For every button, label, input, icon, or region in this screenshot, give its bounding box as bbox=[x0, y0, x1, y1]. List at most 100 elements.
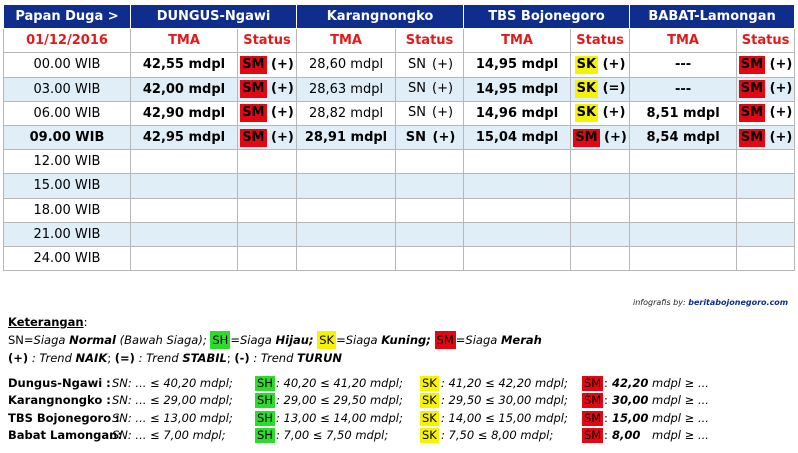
criteria-sm-sep: : bbox=[604, 393, 608, 408]
criteria-sk-code: SK bbox=[420, 376, 439, 391]
status-cell bbox=[736, 221, 796, 247]
time-cell: 21.00 WIB bbox=[3, 221, 131, 247]
table-row: 18.00 WIB bbox=[3, 197, 796, 223]
criteria-station: Babat Lamongan: bbox=[8, 427, 122, 442]
header-corner: Papan Duga > bbox=[3, 3, 131, 30]
trend: (+) bbox=[266, 129, 294, 145]
tma-cell: 8,51 mdpl bbox=[629, 100, 738, 126]
status-code: SN bbox=[407, 81, 426, 97]
time-cell: 12.00 WIB bbox=[3, 149, 131, 175]
status-cell: SM (+) bbox=[236, 76, 298, 102]
status-cell: SM (+) bbox=[736, 52, 796, 78]
criteria-sm-value: 15,00 bbox=[612, 410, 649, 425]
tma-cell bbox=[463, 173, 572, 199]
status-cell: SM (+) bbox=[570, 124, 631, 151]
status-cell: SM (+) bbox=[736, 124, 796, 151]
criteria-sk-code: SK bbox=[420, 427, 439, 443]
table-row: 24.00 WIB bbox=[3, 245, 796, 272]
criteria-sn: SN: ... ≤ 29,00 mdpl; bbox=[112, 393, 233, 408]
status-code: SM bbox=[738, 104, 766, 123]
tma-cell bbox=[463, 245, 572, 272]
status-cell: SN (+) bbox=[395, 100, 465, 126]
sm-swatch: SM bbox=[434, 331, 456, 349]
tma-cell bbox=[296, 149, 397, 175]
tma-cell: 28,63 mdpl bbox=[296, 76, 397, 102]
criteria-sm-sep: : bbox=[604, 410, 608, 425]
legend-title: Keterangan bbox=[8, 315, 84, 329]
table-row: 06.00 WIB 42,90 mdpl SM (+) 28,82 mdpl SN (+… bbox=[3, 100, 796, 126]
criteria-sk: : 14,00 ≤ 15,00 mdpl; bbox=[441, 410, 568, 425]
criteria-row: Babat Lamongan: SN: ... ≤ 7,00 mdpl; SH: 7… bbox=[8, 427, 793, 445]
status-cell: SN (+) bbox=[395, 124, 465, 151]
time-cell: 06.00 WIB bbox=[3, 100, 131, 126]
criteria-sk-code: SK bbox=[420, 393, 439, 409]
header-station-3: TBS Bojonegoro bbox=[463, 3, 631, 30]
credit-site: beritabojonegoro.com bbox=[688, 298, 789, 307]
legend: Keterangan: SN=Siaga Normal (Bawah Siaga… bbox=[8, 315, 542, 365]
status-cell: SN (+) bbox=[395, 76, 465, 102]
status-cell bbox=[395, 173, 465, 199]
tma-cell: 42,90 mdpl bbox=[130, 100, 238, 126]
criteria-sh: : 29,00 ≤ 29,50 mdpl; bbox=[276, 393, 403, 408]
status-cell: SN (+) bbox=[395, 52, 465, 78]
criteria-sm-rest: mdpl ≥ ... bbox=[652, 410, 709, 425]
tma-cell bbox=[629, 197, 738, 223]
status-cell bbox=[570, 245, 631, 272]
status-label: Status bbox=[236, 28, 298, 54]
status-cell bbox=[736, 173, 796, 199]
criteria-sm-sep: : bbox=[604, 376, 608, 390]
criteria-sh-code: SH bbox=[255, 427, 275, 443]
header-station-2: Karangnongko bbox=[296, 3, 465, 30]
tma-cell bbox=[629, 221, 738, 247]
criteria-sm-code: SM bbox=[582, 427, 604, 443]
tma-label: TMA bbox=[629, 28, 738, 54]
status-label: Status bbox=[395, 28, 465, 54]
tma-cell bbox=[130, 245, 238, 272]
tma-cell bbox=[629, 149, 738, 175]
tma-cell bbox=[130, 197, 238, 223]
tma-cell bbox=[296, 245, 397, 272]
time-cell: 18.00 WIB bbox=[3, 197, 131, 223]
tma-cell bbox=[296, 221, 397, 247]
criteria-sk: : 29,50 ≤ 30,00 mdpl; bbox=[441, 393, 568, 408]
status-code: SM bbox=[240, 128, 267, 147]
time-cell: 03.00 WIB bbox=[3, 76, 131, 102]
status-cell bbox=[395, 149, 465, 175]
tma-cell bbox=[629, 173, 738, 199]
table-row: 21.00 WIB bbox=[3, 221, 796, 247]
criteria-sn: SN: ... ≤ 7,00 mdpl; bbox=[112, 427, 226, 442]
status-cell bbox=[236, 173, 298, 199]
sk-swatch: SK bbox=[317, 331, 337, 349]
status-cell bbox=[236, 245, 298, 272]
status-code: SK bbox=[574, 55, 599, 74]
status-cell bbox=[236, 197, 298, 223]
criteria-sh: : 13,00 ≤ 14,00 mdpl; bbox=[276, 410, 403, 425]
status-cell bbox=[395, 197, 465, 223]
status-cell bbox=[236, 221, 298, 247]
criteria-station: Karangnongko : bbox=[8, 393, 111, 408]
table-row: 00.00 WIB 42,55 mdpl SM (+) 28,60 mdpl SN (+… bbox=[3, 52, 796, 78]
status-cell: SM (+) bbox=[236, 124, 298, 151]
credit-line: infografis by: beritabojonegoro.com bbox=[633, 298, 788, 307]
table-row: 12.00 WIB bbox=[3, 149, 796, 175]
status-code: SM bbox=[240, 80, 267, 99]
criteria-sm-value: 30,00 bbox=[612, 393, 649, 408]
criteria-row: Dungus-Ngawi : SN: ... ≤ 40,20 mdpl; SH: 4… bbox=[8, 376, 793, 393]
criteria-sn: SN: ... ≤ 40,20 mdpl; bbox=[112, 376, 233, 390]
status-code: SM bbox=[738, 128, 766, 147]
tma-label: TMA bbox=[296, 28, 397, 54]
status-cell: SM (+) bbox=[736, 100, 796, 126]
tma-cell bbox=[130, 149, 238, 175]
tma-cell bbox=[463, 197, 572, 223]
trend: (+) bbox=[765, 105, 793, 121]
tma-cell: --- bbox=[629, 76, 738, 102]
criteria-sm-rest: mdpl ≥ ... bbox=[652, 427, 709, 442]
credit-prefix: infografis by: bbox=[633, 298, 686, 307]
trend: (+) bbox=[598, 105, 626, 121]
status-code: SM bbox=[240, 55, 267, 74]
criteria-sh-code: SH bbox=[255, 376, 275, 391]
criteria-sm-code: SM bbox=[582, 376, 604, 391]
legend-codes: SN=Siaga Normal (Bawah Siaga); SH =Siaga … bbox=[8, 331, 542, 349]
criteria-row: TBS Bojonegoro : SN: ... ≤ 13,00 mdpl; SH:… bbox=[8, 410, 793, 428]
status-cell bbox=[736, 245, 796, 272]
